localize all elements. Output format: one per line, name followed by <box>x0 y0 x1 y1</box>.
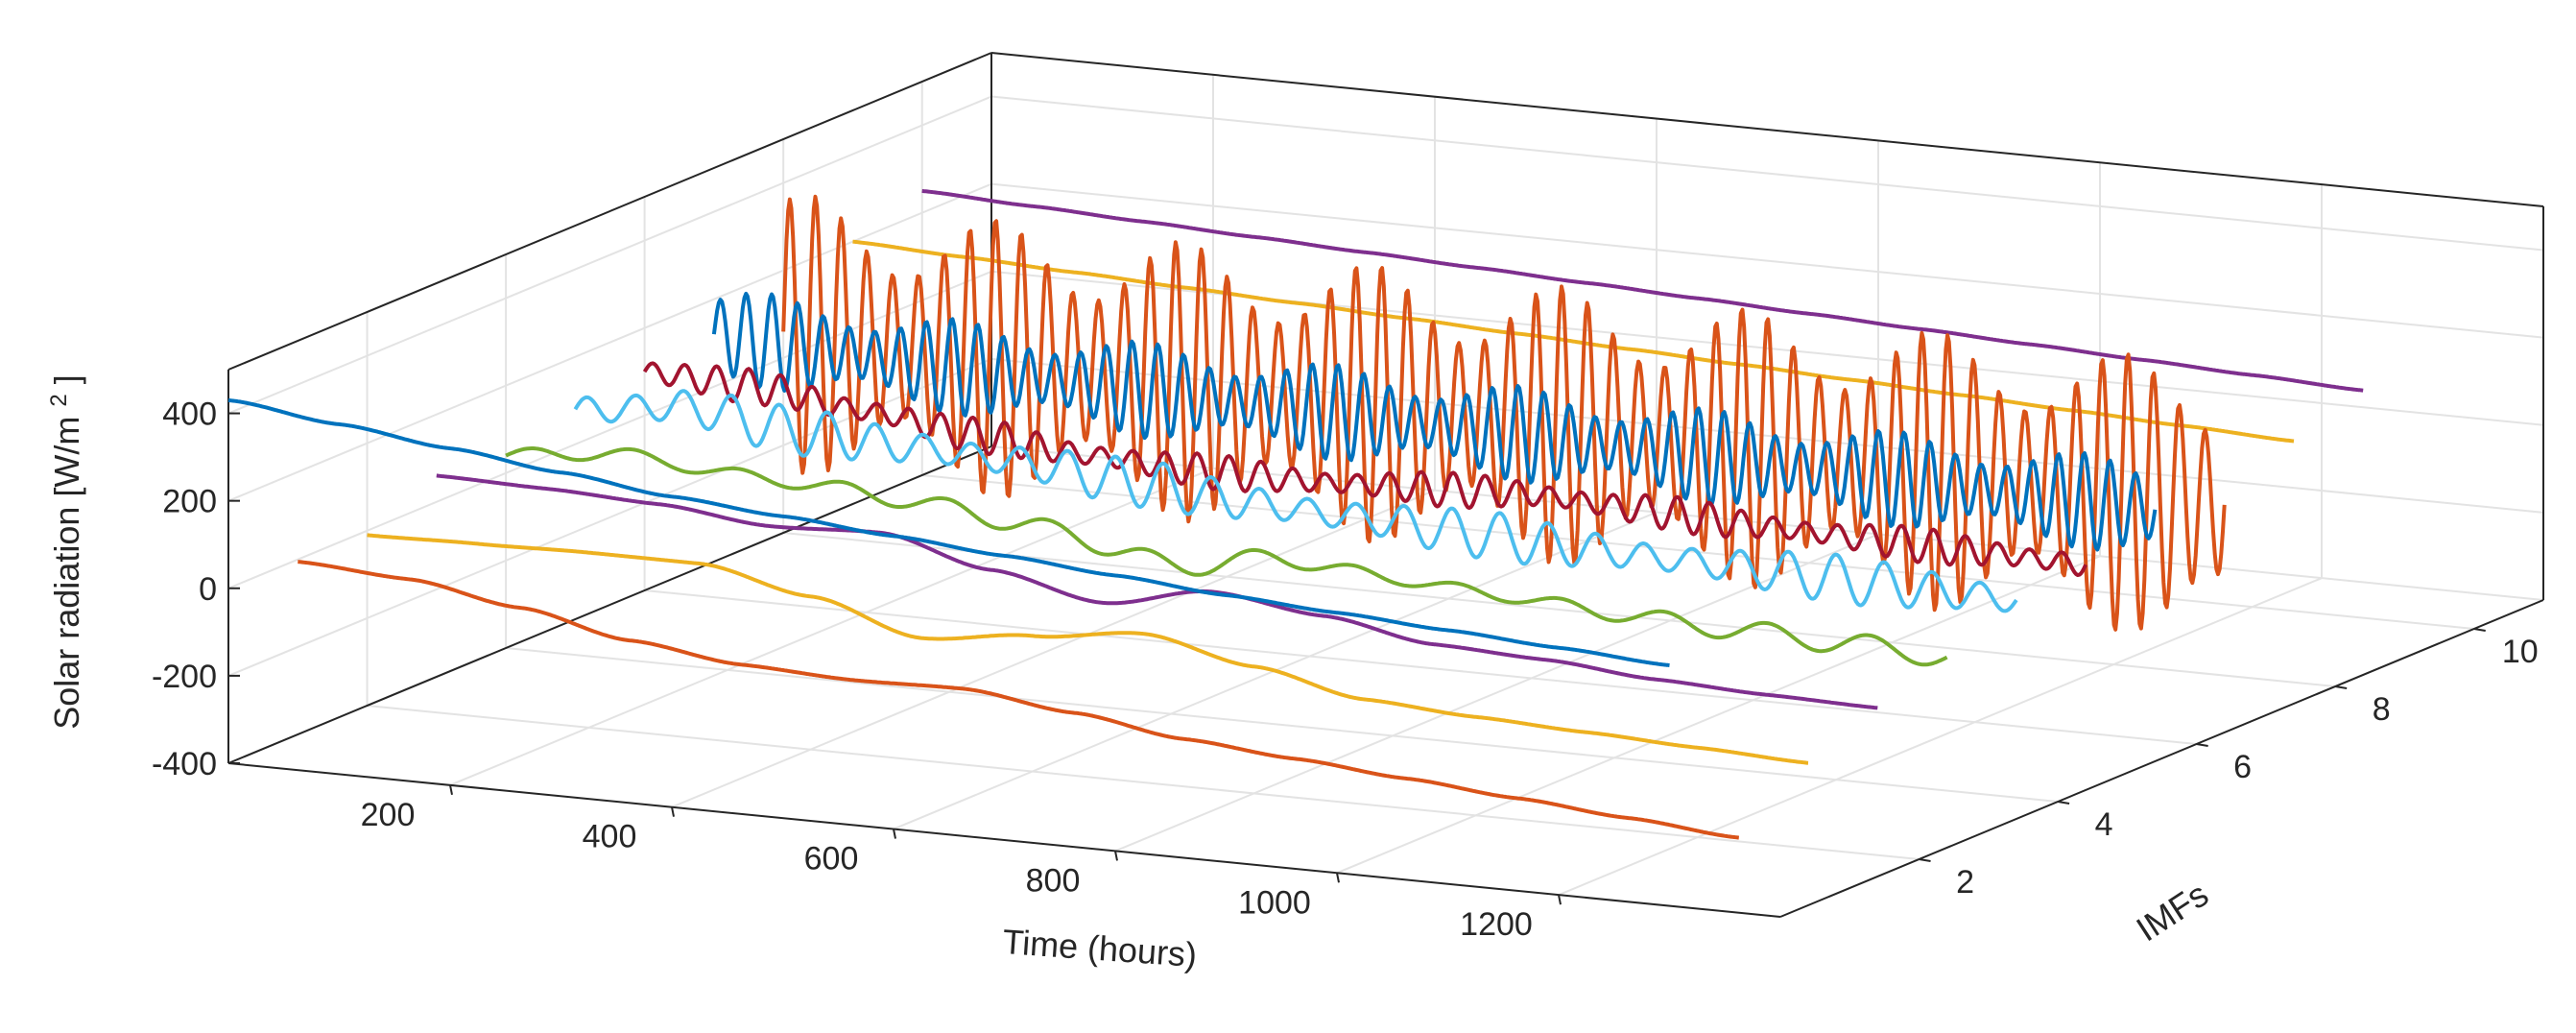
grid-y-floor-0 <box>367 705 1920 860</box>
tick-layer: 200 400 600 800 1000 1200 2 4 6 8 10 -400 -200 0 200 40… <box>152 396 2539 944</box>
series-line-imf-6 <box>642 361 2087 577</box>
x-axis-title: Time (hours) <box>1001 922 1198 974</box>
grid-y-floor-1 <box>505 647 2059 803</box>
x-tick-label-3: 800 <box>1026 862 1081 899</box>
z-axis-title-unit: [W/m <box>47 417 86 497</box>
x-tick-label-1: 400 <box>583 819 637 855</box>
z-tick-label-2: 0 <box>199 571 217 608</box>
grid-x-floor-1 <box>671 489 1436 808</box>
grid-x-floor-4 <box>1336 555 2101 875</box>
series-line-imf-5 <box>573 389 2018 613</box>
y-tick-mark-0 <box>1919 858 1931 862</box>
z-tick-label-4: 400 <box>162 396 217 433</box>
grid-y-floor-2 <box>644 589 2197 745</box>
x-tick-mark-2 <box>893 829 896 839</box>
series-line-imf-2 <box>367 533 1809 765</box>
x-tick-label-0: 200 <box>361 797 416 833</box>
y-tick-label-0: 2 <box>1956 864 1974 901</box>
grid-z-back-1 <box>990 357 2544 514</box>
z-tick-label-3: 200 <box>162 484 217 520</box>
series-layer <box>227 188 2364 840</box>
series-line-imf-10 <box>921 188 2364 393</box>
x-tick-label-5: 1200 <box>1460 906 1533 943</box>
x-tick-mark-1 <box>671 806 675 817</box>
series-line-imf-residual <box>227 397 1670 667</box>
box-edge-top-left <box>227 52 992 371</box>
box-edge-floor-left <box>227 445 992 764</box>
y-tick-mark-2 <box>2196 743 2208 747</box>
x-tick-label-2: 600 <box>804 841 859 877</box>
x-axis-line <box>227 762 1781 918</box>
y-axis-title: IMFs <box>2129 875 2214 949</box>
box-edge-top-back <box>990 52 2544 207</box>
x-tick-mark-0 <box>449 784 453 796</box>
series-line-imf-8 <box>781 194 2227 632</box>
y-tick-mark-3 <box>2335 685 2348 689</box>
grid-x-floor-5 <box>1558 577 2323 897</box>
z-tick-label-1: -200 <box>152 659 217 695</box>
grid-x-floor-0 <box>449 467 1214 786</box>
grid-z-left-1 <box>227 357 992 677</box>
z-axis-title: Solar radiation [W/m 2 ] <box>46 374 87 730</box>
grid-x-floor-3 <box>1114 533 1879 853</box>
grid-z-left-4 <box>227 95 992 415</box>
series-line-imf-7 <box>711 291 2158 552</box>
y-tick-label-2: 6 <box>2233 749 2252 785</box>
series-line-imf-1 <box>297 560 1740 840</box>
z-axis-title-close: ] <box>47 374 86 384</box>
series-line-imf-4 <box>505 446 1948 667</box>
x-tick-mark-3 <box>1114 851 1118 861</box>
x-tick-mark-4 <box>1336 873 1340 883</box>
grid-z-left-3 <box>227 182 992 502</box>
grid-z-left-2 <box>227 270 992 589</box>
grid-z-back-3 <box>990 182 2544 339</box>
series-line-imf-3 <box>436 473 1878 710</box>
y-tick-mark-1 <box>2057 801 2070 805</box>
y-axis-line <box>1779 599 2544 918</box>
grid-y-floor-3 <box>783 532 2336 687</box>
y-tick-mark-4 <box>2473 628 2486 632</box>
y-tick-label-3: 8 <box>2373 691 2391 728</box>
grid-z-back-4 <box>990 95 2544 252</box>
x-tick-label-4: 1000 <box>1238 884 1311 921</box>
grid-layer <box>227 74 2544 897</box>
y-tick-label-1: 4 <box>2095 806 2113 843</box>
axes-box <box>227 52 2544 918</box>
z-tick-label-0: -400 <box>152 746 217 782</box>
x-tick-mark-5 <box>1558 894 1562 905</box>
y-tick-label-4: 10 <box>2502 634 2539 670</box>
z-axis-title-main: Solar radiation <box>47 507 86 730</box>
z-axis-title-exp: 2 <box>46 394 72 406</box>
